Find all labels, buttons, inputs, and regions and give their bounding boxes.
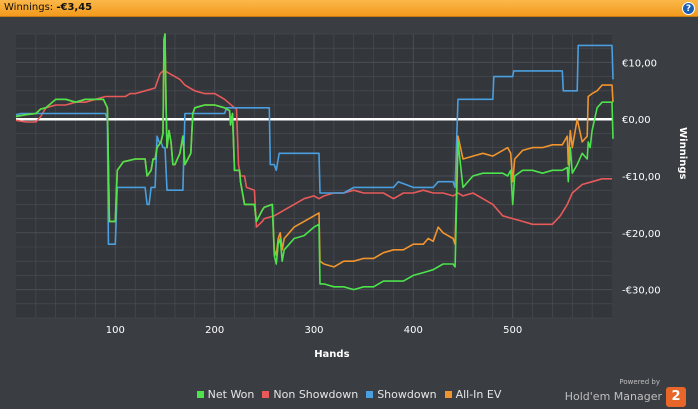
y-tick-label: -€30,00 [622, 286, 661, 297]
y-tick-label: -€10,00 [622, 172, 661, 183]
legend-label: Showdown [377, 388, 437, 401]
legend-item-non-showdown[interactable]: Non Showdown [262, 388, 358, 401]
legend-label: Net Won [207, 388, 255, 401]
brand-name: Hold'em Manager [564, 390, 662, 403]
legend-item-all-in-ev[interactable]: All-In EV [444, 388, 502, 401]
y-tick-label: -€20,00 [622, 229, 661, 240]
legend-item-net-won[interactable]: Net Won [196, 388, 255, 401]
x-tick-label: 300 [304, 325, 323, 336]
series-line-non-showdown [15, 70, 612, 228]
branding: Powered by Hold'em Manager 2 [565, 378, 686, 407]
legend-label: All-In EV [455, 388, 502, 401]
legend-swatch [366, 391, 374, 398]
y-tick-label: €10,00 [622, 58, 657, 69]
legend-label: Non Showdown [273, 388, 359, 401]
x-tick-label: 200 [205, 325, 224, 336]
x-tick-label: 400 [404, 325, 423, 336]
legend-swatch [196, 391, 204, 398]
series-line-net-won [15, 33, 614, 291]
winnings-title: Winnings: -€3,45 [4, 2, 93, 13]
winnings-value: -€3,45 [56, 2, 93, 13]
x-tick-label: 500 [503, 325, 522, 336]
winnings-chart: 100 200 300 400 500 €10,00 €0,00 -€10,00 -€20,00… [15, 33, 688, 360]
legend: Net Won Non Showdown Showdown All-In EV [0, 388, 698, 401]
tick-labels: 100 200 300 400 500 €10,00 €0,00 -€10,00 -€20,00… [106, 58, 661, 336]
legend-swatch [444, 391, 452, 398]
x-tick-label: 100 [106, 325, 125, 336]
title-bar: Winnings: -€3,45 ? [0, 0, 698, 17]
y-axis-title: Winnings [677, 127, 688, 179]
legend-item-showdown[interactable]: Showdown [366, 388, 437, 401]
series-group [15, 33, 614, 291]
help-icon[interactable]: ? [682, 2, 695, 15]
legend-swatch [262, 391, 270, 398]
grid [16, 33, 612, 319]
y-tick-label: €0,00 [622, 115, 651, 126]
x-axis-title: Hands [314, 349, 349, 360]
series-line-showdown [15, 44, 614, 245]
powered-by-text: Powered by [619, 378, 660, 386]
hem2-logo-icon: 2 [666, 386, 686, 407]
